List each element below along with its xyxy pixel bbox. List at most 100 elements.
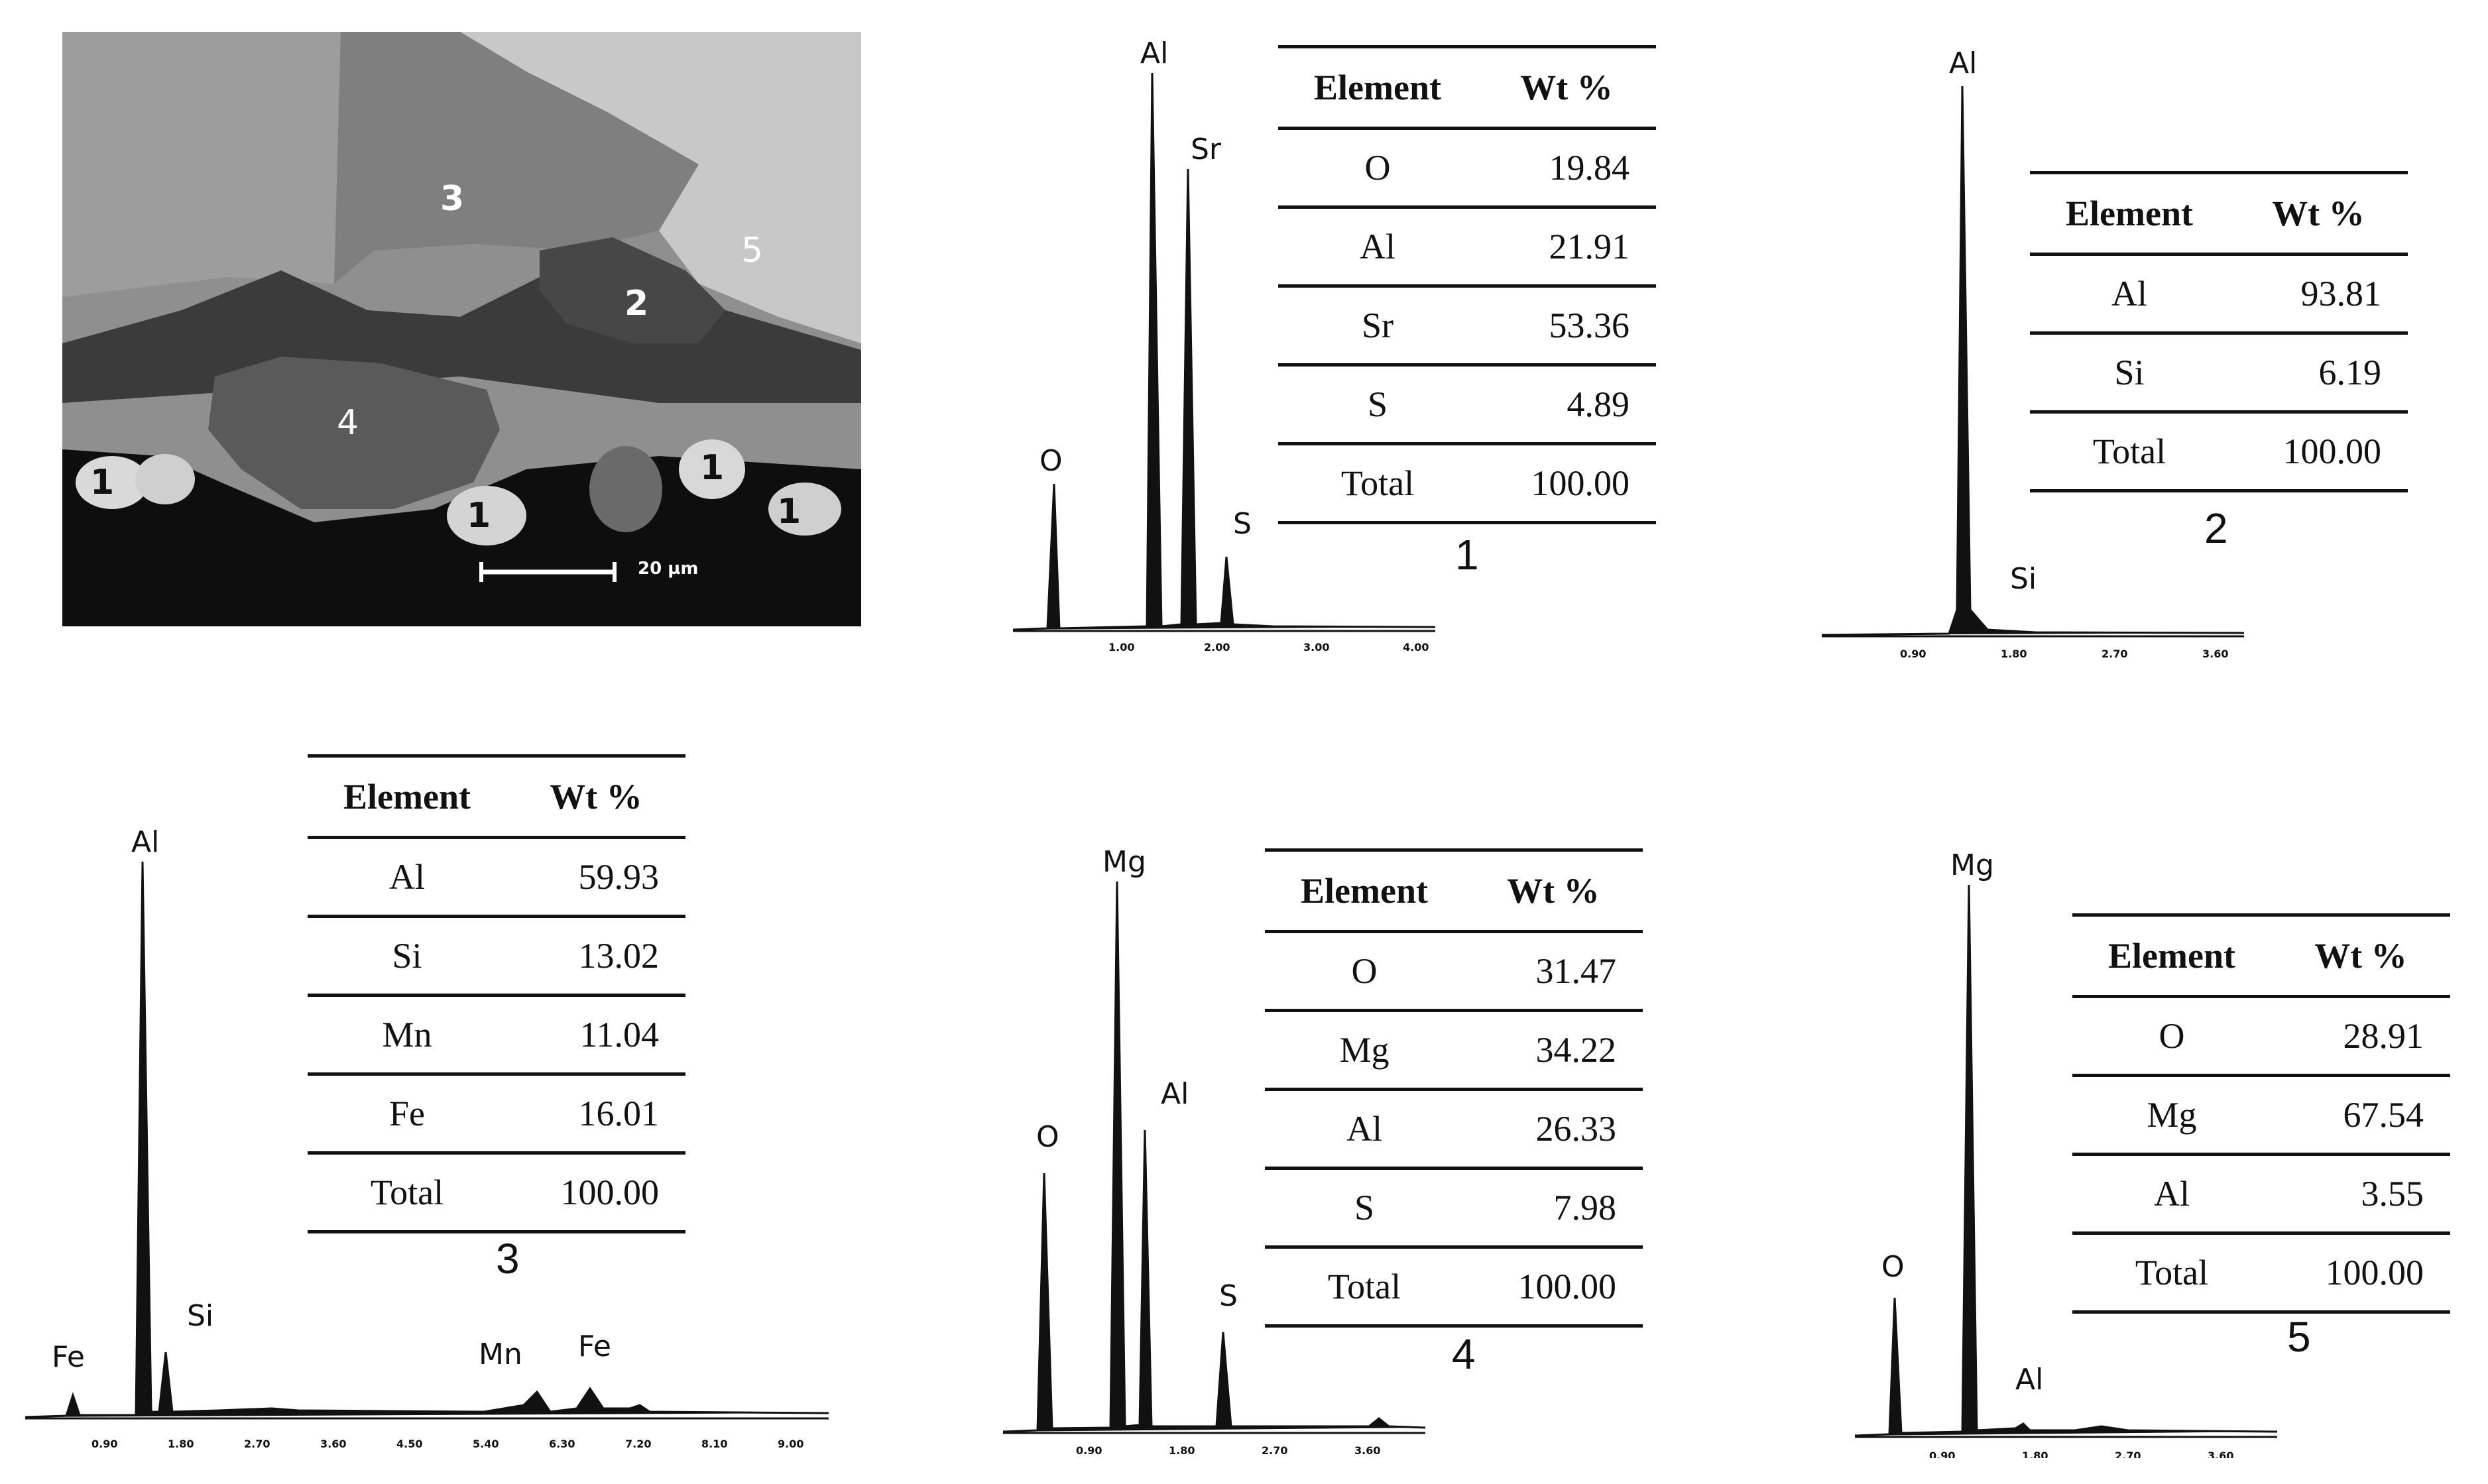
table-cell: Sr bbox=[1278, 286, 1477, 367]
table-cell: Al bbox=[1265, 1089, 1464, 1170]
sem-label-3: 3 bbox=[440, 179, 465, 219]
table-row: Total 100.00 bbox=[2030, 412, 2408, 492]
table-cell: 16.01 bbox=[506, 1074, 685, 1155]
table-row: Al 21.91 bbox=[1278, 207, 1656, 288]
col-header-element: Element bbox=[308, 754, 506, 839]
spectrum-1: O Al Sr S 1.00 2.00 3.00 4.00 bbox=[1012, 36, 1436, 654]
table-row: O 28.91 bbox=[2072, 996, 2450, 1077]
table-cell: Total bbox=[308, 1153, 506, 1233]
table-cell: 3.55 bbox=[2271, 1154, 2450, 1235]
table-cell: O bbox=[1278, 128, 1477, 209]
axis-tick: 4.00 bbox=[1403, 641, 1429, 654]
table-cell: 28.91 bbox=[2271, 996, 2450, 1077]
table-row: Si 13.02 bbox=[308, 916, 685, 997]
axis-tick: 3.60 bbox=[2208, 1450, 2233, 1458]
axis-tick: 0.90 bbox=[1929, 1450, 1955, 1458]
peak-label: O bbox=[1036, 1120, 1059, 1154]
table-cell: Total bbox=[2030, 412, 2229, 492]
peak-label: Al bbox=[2015, 1363, 2043, 1397]
axis-tick: 1.80 bbox=[168, 1438, 194, 1450]
table-cell: 13.02 bbox=[506, 916, 685, 997]
table-cell: 67.54 bbox=[2271, 1075, 2450, 1156]
table-cell: 100.00 bbox=[2271, 1233, 2450, 1314]
sem-micrograph: 20 µm 1 1 1 1 2 3 4 5 bbox=[62, 32, 861, 626]
table-cell: 6.19 bbox=[2229, 333, 2408, 414]
panel-number-4: 4 bbox=[1452, 1330, 1476, 1378]
axis-tick: 3.00 bbox=[1303, 641, 1329, 654]
table-row: Al 26.33 bbox=[1265, 1089, 1643, 1170]
col-header-element: Element bbox=[2072, 913, 2271, 998]
table-cell: Mg bbox=[1265, 1010, 1464, 1091]
table-cell: Mg bbox=[2072, 1075, 2271, 1156]
sem-label-1b: 1 bbox=[467, 496, 491, 536]
peak-label: Fe bbox=[52, 1340, 85, 1374]
table-cell: 53.36 bbox=[1477, 286, 1656, 367]
table-cell: S bbox=[1278, 365, 1477, 445]
table-cell: Total bbox=[1265, 1247, 1464, 1328]
col-header-element: Element bbox=[1265, 848, 1464, 933]
table-cell: 59.93 bbox=[506, 837, 685, 918]
table-cell: Fe bbox=[308, 1074, 506, 1155]
table-cell: 100.00 bbox=[2229, 412, 2408, 492]
table-row: Mn 11.04 bbox=[308, 995, 685, 1076]
table-cell: 34.22 bbox=[1464, 1010, 1643, 1091]
sem-label-1d: 1 bbox=[777, 492, 801, 532]
sem-label-1c: 1 bbox=[700, 448, 725, 488]
col-header-element: Element bbox=[1278, 45, 1477, 130]
peak-label: S bbox=[1233, 507, 1252, 541]
table-cell: 31.47 bbox=[1464, 931, 1643, 1012]
table-cell: Total bbox=[1278, 443, 1477, 524]
table-cell: Al bbox=[1278, 207, 1477, 288]
table-row: O 31.47 bbox=[1265, 931, 1643, 1012]
scale-bar-label: 20 µm bbox=[638, 559, 699, 579]
peak-label: Si bbox=[187, 1299, 213, 1333]
table-cell: 19.84 bbox=[1477, 128, 1656, 209]
table-cell: Al bbox=[2072, 1154, 2271, 1235]
table-cell: 100.00 bbox=[506, 1153, 685, 1233]
panel-number-3: 3 bbox=[496, 1235, 520, 1283]
composition-table-4: Element Wt % O 31.47 Mg 34.22 Al 26.33 S 7.98… bbox=[1265, 848, 1643, 1328]
table-row: S 7.98 bbox=[1265, 1168, 1643, 1249]
axis-tick: 9.00 bbox=[778, 1438, 803, 1450]
table-cell: 100.00 bbox=[1477, 443, 1656, 524]
axis-tick: 1.80 bbox=[2022, 1450, 2048, 1458]
col-header-wt: Wt % bbox=[2229, 171, 2408, 256]
table-cell: S bbox=[1265, 1168, 1464, 1249]
table-cell: Al bbox=[2030, 254, 2229, 335]
col-header-wt: Wt % bbox=[506, 754, 685, 839]
col-header-wt: Wt % bbox=[1464, 848, 1643, 933]
table-row: Al 59.93 bbox=[308, 837, 685, 918]
table-cell: Mn bbox=[308, 995, 506, 1076]
axis-tick: 3.60 bbox=[2202, 648, 2228, 660]
table-cell: Al bbox=[308, 837, 506, 918]
axis-tick: 5.40 bbox=[473, 1438, 499, 1450]
table-cell: 7.98 bbox=[1464, 1168, 1643, 1249]
panel-number-5: 5 bbox=[2287, 1313, 2311, 1361]
axis-tick: 0.90 bbox=[1900, 648, 1926, 660]
axis-tick: 0.90 bbox=[1076, 1444, 1102, 1457]
table-row: S 4.89 bbox=[1278, 365, 1656, 445]
axis-tick: 2.00 bbox=[1204, 641, 1230, 654]
axis-tick: 8.10 bbox=[701, 1438, 727, 1450]
table-header-row: Element Wt % bbox=[308, 754, 685, 839]
composition-table-3: Element Wt % Al 59.93 Si 13.02 Mn 11.04 Fe 16… bbox=[308, 754, 685, 1233]
panel-number-2: 2 bbox=[2204, 504, 2228, 552]
table-row: Al 3.55 bbox=[2072, 1154, 2450, 1235]
peak-label: Mg bbox=[1950, 848, 1994, 882]
axis-tick: 6.30 bbox=[549, 1438, 575, 1450]
spectrum-3: Al Fe Si Mn Fe 0.90 1.80 2.70 3.60 4.50 … bbox=[25, 825, 829, 1450]
table-row: Total 100.00 bbox=[2072, 1233, 2450, 1314]
sem-label-2: 2 bbox=[624, 284, 649, 323]
table-cell: Si bbox=[308, 916, 506, 997]
table-header-row: Element Wt % bbox=[2030, 171, 2408, 256]
table-row: Fe 16.01 bbox=[308, 1074, 685, 1155]
axis-tick: 2.70 bbox=[244, 1438, 270, 1450]
table-cell: O bbox=[1265, 931, 1464, 1012]
table-row: Mg 34.22 bbox=[1265, 1010, 1643, 1091]
sem-image bbox=[62, 32, 861, 626]
table-row: Total 100.00 bbox=[308, 1153, 685, 1233]
table-row: Si 6.19 bbox=[2030, 333, 2408, 414]
sem-label-1a: 1 bbox=[90, 463, 115, 502]
axis-tick: 3.60 bbox=[320, 1438, 346, 1450]
table-header-row: Element Wt % bbox=[1278, 45, 1656, 130]
